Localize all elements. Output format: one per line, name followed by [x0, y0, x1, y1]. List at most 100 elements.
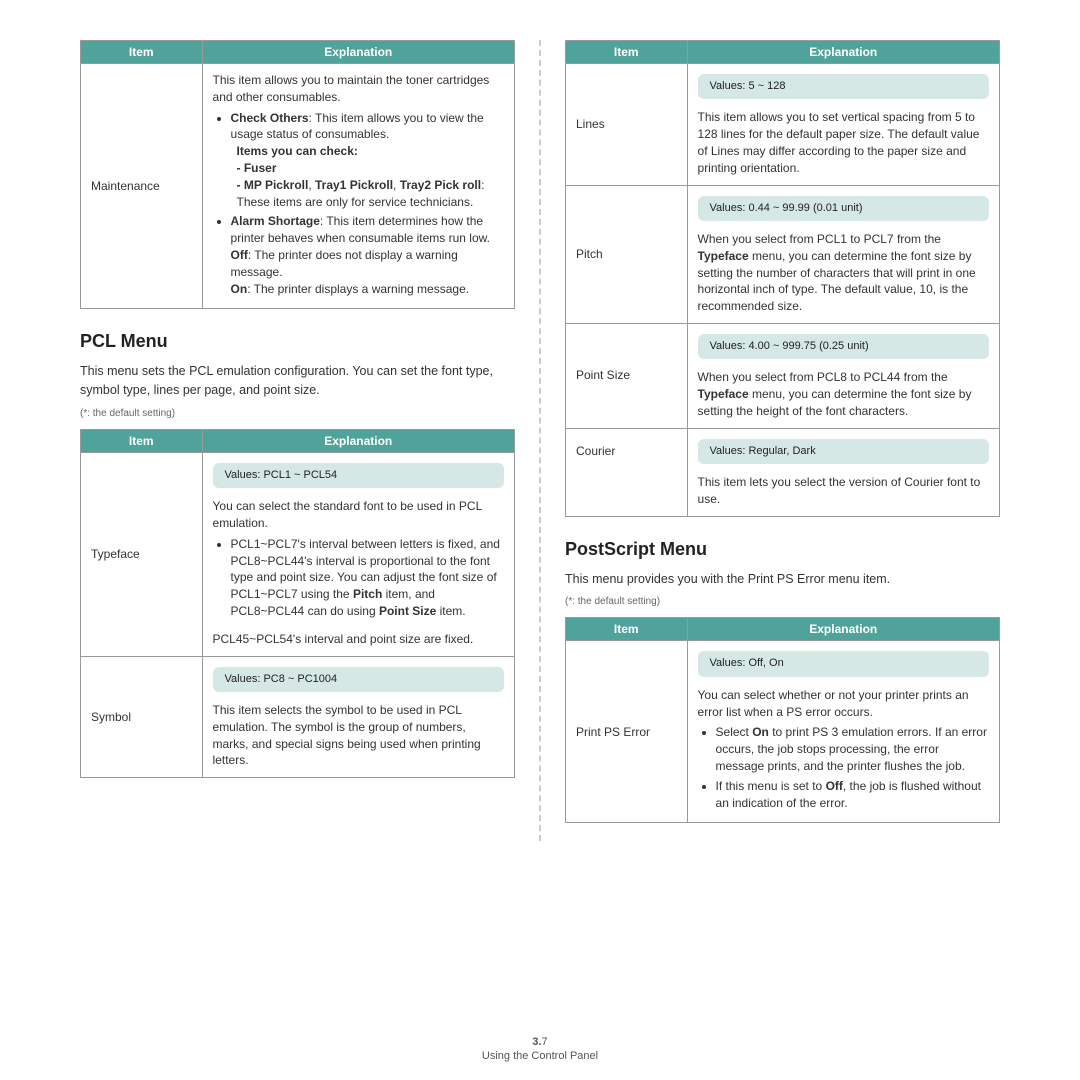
text: If this menu is set to — [716, 779, 826, 793]
list-item: PCL1~PCL7's interval between letters is … — [231, 536, 504, 620]
page-columns: Item Explanation Maintenance This item a… — [0, 0, 1080, 841]
table-row: Lines Values: 5 ~ 128 This item allows y… — [566, 64, 1000, 186]
col-explanation: Explanation — [202, 41, 514, 64]
page-num: 7 — [542, 1036, 548, 1048]
table-header-row: Item Explanation — [566, 618, 1000, 641]
values-pill: Values: 0.44 ~ 99.99 (0.01 unit) — [698, 196, 989, 221]
label-on: On — [231, 282, 248, 296]
cell-explanation: Values: 5 ~ 128 This item allows you to … — [687, 64, 999, 186]
cell-item: Symbol — [81, 656, 203, 778]
cell-item: Pitch — [566, 185, 688, 323]
label-off: Off — [231, 248, 248, 262]
col-explanation: Explanation — [687, 618, 999, 641]
text: When you select from PCL8 to PCL44 from … — [698, 370, 948, 384]
list-item: Check Others: This item allows you to vi… — [231, 110, 504, 211]
text: : The printer does not display a warning… — [231, 248, 458, 279]
bold: Typeface — [698, 249, 749, 263]
page-footer: 3.7 Using the Control Panel — [0, 1036, 1080, 1062]
table-row: Symbol Values: PC8 ~ PC1004 This item se… — [81, 656, 515, 778]
table-header-row: Item Explanation — [81, 429, 515, 452]
values-pill: Values: PC8 ~ PC1004 — [213, 667, 504, 692]
bold: Pitch — [353, 587, 382, 601]
text: item. — [436, 604, 465, 618]
bullet-list: Check Others: This item allows you to vi… — [213, 110, 504, 298]
pcl-intro: This menu sets the PCL emulation configu… — [80, 362, 515, 400]
cell-explanation: Values: PCL1 ~ PCL54 You can select the … — [202, 452, 514, 656]
col-item: Item — [566, 618, 688, 641]
label: Check Others — [231, 111, 309, 125]
column-divider — [539, 40, 541, 841]
table-row: Courier Values: Regular, Dark This item … — [566, 428, 1000, 516]
text: You can select the standard font to be u… — [213, 499, 482, 530]
pcl-table-continued: Item Explanation Lines Values: 5 ~ 128 T… — [565, 40, 1000, 517]
label: Alarm Shortage — [231, 214, 320, 228]
col-item: Item — [81, 429, 203, 452]
table-header-row: Item Explanation — [81, 41, 515, 64]
cell-explanation: Values: 0.44 ~ 99.99 (0.01 unit) When yo… — [687, 185, 999, 323]
table-row: Pitch Values: 0.44 ~ 99.99 (0.01 unit) W… — [566, 185, 1000, 323]
col-item: Item — [81, 41, 203, 64]
table-row: Typeface Values: PCL1 ~ PCL54 You can se… — [81, 452, 515, 656]
table-header-row: Item Explanation — [566, 41, 1000, 64]
bold: Typeface — [698, 387, 749, 401]
ps-intro: This menu provides you with the Print PS… — [565, 570, 1000, 589]
col-explanation: Explanation — [202, 429, 514, 452]
item-fuser: - Fuser — [237, 161, 277, 175]
list-item: If this menu is set to Off, the job is f… — [716, 778, 989, 812]
values-pill: Values: 4.00 ~ 999.75 (0.25 unit) — [698, 334, 989, 359]
cell-explanation: Values: 4.00 ~ 999.75 (0.25 unit) When y… — [687, 323, 999, 428]
pcl-menu-title: PCL Menu — [80, 331, 515, 352]
default-note: (*: the default setting) — [565, 596, 1000, 607]
list-item: Alarm Shortage: This item determines how… — [231, 213, 504, 297]
text: Select — [716, 725, 753, 739]
cell-explanation: This item allows you to maintain the ton… — [202, 64, 514, 309]
text: : The printer displays a warning message… — [247, 282, 469, 296]
bold: Point Size — [379, 604, 436, 618]
list-item: Select On to print PS 3 emulation errors… — [716, 724, 989, 774]
values-pill: Values: Off, On — [698, 651, 989, 676]
col-explanation: Explanation — [687, 41, 999, 64]
left-column: Item Explanation Maintenance This item a… — [60, 40, 535, 841]
text: This item allows you to set vertical spa… — [698, 110, 980, 174]
cell-item: Courier — [566, 428, 688, 516]
postscript-table: Item Explanation Print PS Error Values: … — [565, 617, 1000, 823]
default-note: (*: the default setting) — [80, 408, 515, 419]
heading: Items you can check: — [237, 144, 358, 158]
page-prefix: 3. — [532, 1036, 541, 1048]
cell-item: Maintenance — [81, 64, 203, 309]
cell-item: Typeface — [81, 452, 203, 656]
bullet-list: Select On to print PS 3 emulation errors… — [698, 724, 989, 811]
item-pickroll: - MP Pickroll — [237, 178, 309, 192]
table-row: Print PS Error Values: Off, On You can s… — [566, 641, 1000, 823]
text: This item allows you to maintain the ton… — [213, 73, 490, 104]
item-tray1: Tray1 Pickroll — [315, 178, 393, 192]
text: PCL45~PCL54's interval and point size ar… — [213, 632, 474, 646]
col-item: Item — [566, 41, 688, 64]
postscript-menu-title: PostScript Menu — [565, 539, 1000, 560]
values-pill: Values: Regular, Dark — [698, 439, 989, 464]
cell-item: Print PS Error — [566, 641, 688, 823]
cell-explanation: Values: Regular, Dark This item lets you… — [687, 428, 999, 516]
values-pill: Values: 5 ~ 128 — [698, 74, 989, 99]
text: This item selects the symbol to be used … — [213, 703, 481, 767]
footer-caption: Using the Control Panel — [0, 1050, 1080, 1062]
cell-explanation: Values: PC8 ~ PC1004 This item selects t… — [202, 656, 514, 778]
bullet-list: PCL1~PCL7's interval between letters is … — [213, 536, 504, 620]
values-pill: Values: PCL1 ~ PCL54 — [213, 463, 504, 488]
right-column: Item Explanation Lines Values: 5 ~ 128 T… — [545, 40, 1020, 841]
bold: On — [752, 725, 769, 739]
table-row: Point Size Values: 4.00 ~ 999.75 (0.25 u… — [566, 323, 1000, 428]
table-row: Maintenance This item allows you to main… — [81, 64, 515, 309]
page-number: 3.7 — [0, 1036, 1080, 1048]
bold: Off — [826, 779, 843, 793]
item-tray2: Tray2 Pick roll — [400, 178, 481, 192]
text: You can select whether or not your print… — [698, 688, 969, 719]
subsection: Items you can check: - Fuser - MP Pickro… — [231, 143, 504, 210]
text: When you select from PCL1 to PCL7 from t… — [698, 232, 941, 246]
text: This item lets you select the version of… — [698, 475, 981, 506]
cell-item: Point Size — [566, 323, 688, 428]
cell-item: Lines — [566, 64, 688, 186]
maintenance-table: Item Explanation Maintenance This item a… — [80, 40, 515, 309]
pcl-table: Item Explanation Typeface Values: PCL1 ~… — [80, 429, 515, 778]
cell-explanation: Values: Off, On You can select whether o… — [687, 641, 999, 823]
